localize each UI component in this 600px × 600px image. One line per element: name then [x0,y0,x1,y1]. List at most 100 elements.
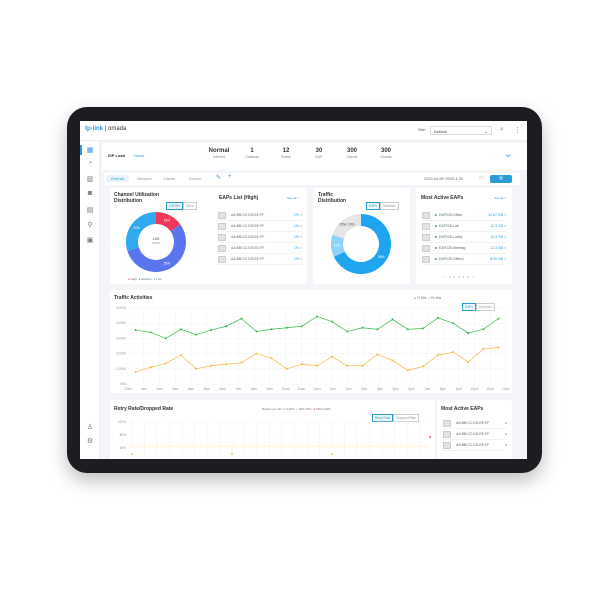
data-point[interactable] [436,354,439,357]
data-point[interactable] [285,326,288,329]
settings-icon[interactable]: ⚙ [86,438,94,445]
data-point[interactable] [316,315,318,318]
eap-row[interactable]: AA:BB:CC:DD:EE:FF ● [443,440,507,451]
data-point[interactable] [331,453,333,455]
data-point[interactable] [255,330,258,333]
more-vertical-icon[interactable]: ⋮ [514,127,521,134]
data-point[interactable] [225,325,228,328]
most-active-row[interactable]: EAP225-Meeting 12.3 GB > [422,243,506,254]
data-point[interactable] [285,367,288,370]
data-point[interactable] [300,325,303,328]
data-point[interactable] [497,317,500,320]
account-icon[interactable]: ♙ [86,424,94,431]
seg-5ghz[interactable]: 5GHz [182,202,197,210]
devices-icon[interactable]: ◙ [87,190,93,197]
tab-device[interactable]: Device [189,176,202,181]
data-point[interactable] [195,333,198,336]
data-point[interactable] [300,363,303,366]
data-point[interactable] [391,359,394,362]
data-point[interactable] [406,369,409,372]
data-point[interactable] [391,318,394,321]
data-point[interactable] [361,364,364,367]
statistics-icon[interactable]: ◔ [87,160,93,167]
data-point[interactable] [346,364,349,367]
data-point[interactable] [240,317,243,320]
data-point[interactable] [421,327,424,330]
data-point[interactable] [331,320,334,323]
page-2[interactable]: 2 [453,275,456,279]
page-5[interactable]: 5 [467,275,470,279]
data-point[interactable] [179,354,182,357]
data-point[interactable] [452,322,455,325]
donut-slice[interactable] [127,224,186,272]
data-point[interactable] [361,326,364,329]
seg-switches[interactable]: Switches [475,303,495,311]
data-point[interactable] [164,337,167,340]
data-point[interactable] [331,355,334,358]
eap-row[interactable]: AA:BB:CC:DD:EE:FF 1% > [218,243,302,254]
data-point[interactable] [255,352,258,355]
data-point[interactable] [406,328,409,331]
eap-row[interactable]: AA:BB:CC:DD:EE:FF 1% > [218,210,302,221]
data-point[interactable] [316,364,318,367]
edit-icon[interactable]: ✎ [216,175,222,181]
data-point[interactable] [429,436,431,438]
location-icon[interactable]: ⚲ [87,222,93,229]
data-point[interactable] [346,330,349,333]
data-point[interactable] [149,331,152,334]
page-1[interactable]: 1 [448,275,451,279]
add-icon[interactable]: + [228,174,232,180]
data-point[interactable] [452,351,455,354]
data-point[interactable] [134,329,137,332]
donut-slice[interactable] [331,234,345,257]
tab-network[interactable]: Network [137,176,152,181]
eap-row[interactable]: AA:BB:CC:DD:EE:FF ● [443,429,507,440]
page-6[interactable]: > [472,275,474,279]
data-point[interactable] [376,353,379,356]
donut-slice[interactable] [333,214,391,274]
data-point[interactable] [134,370,137,373]
donut-slice[interactable] [126,212,156,252]
seg-retry-rate[interactable]: Retry Rate [372,414,394,422]
data-point[interactable] [436,316,439,319]
log-icon[interactable]: ▣ [86,237,94,244]
tab-clients[interactable]: Clients [163,176,176,181]
data-point[interactable] [270,357,273,360]
page-4[interactable]: 4 [462,275,465,279]
data-point[interactable] [195,367,198,370]
data-point[interactable] [179,328,182,331]
most-active-row[interactable]: EAP225-Office 32.67 GB > [422,210,506,221]
donut-slice[interactable] [156,212,181,232]
data-point[interactable] [376,328,379,331]
refresh-button[interactable]: ◎ [490,175,512,183]
data-point[interactable] [467,332,470,335]
page-3[interactable]: 3 [458,275,460,279]
most-active-row[interactable]: EAP225-Lab 12.3 GB > [422,221,506,232]
most-active-row[interactable]: EAP225-Office1 8.90 GB > [422,254,506,265]
tab-overall[interactable]: Overall [106,175,129,182]
seg-dropped-rate[interactable]: Dropped Rate [393,414,420,422]
eap-row[interactable]: AA:BB:CC:DD:EE:FF 1% > [218,254,302,265]
data-point[interactable] [482,328,485,331]
data-point[interactable] [240,361,243,364]
data-point[interactable] [270,328,273,331]
eap-row[interactable]: AA:BB:CC:DD:EE:FF 1% > [218,232,302,243]
chevron-down-icon[interactable]: ⌄ [504,149,513,160]
map-icon[interactable]: ▥ [86,176,94,183]
data-point[interactable] [497,346,500,349]
dashboard-icon[interactable]: ▦ [86,147,94,154]
see-all-link[interactable]: See All > [494,196,506,200]
data-point[interactable] [225,363,228,366]
data-point[interactable] [210,364,213,367]
seg-switches[interactable]: Switches [379,202,399,210]
data-point[interactable] [231,453,233,455]
site-select[interactable]: Default ⌄ [430,126,492,135]
data-point[interactable] [149,366,152,369]
date-range[interactable]: 2020-04-09~2020-4-30 [424,177,463,181]
eap-row[interactable]: AA:BB:CC:DD:EE:FF ● [443,418,507,429]
data-point[interactable] [421,365,424,368]
donut-slice[interactable] [332,214,361,239]
seg-2-4ghz[interactable]: 2.4GHz [166,202,183,210]
data-point[interactable] [164,362,167,365]
search-icon[interactable]: ⌕ [500,126,504,133]
